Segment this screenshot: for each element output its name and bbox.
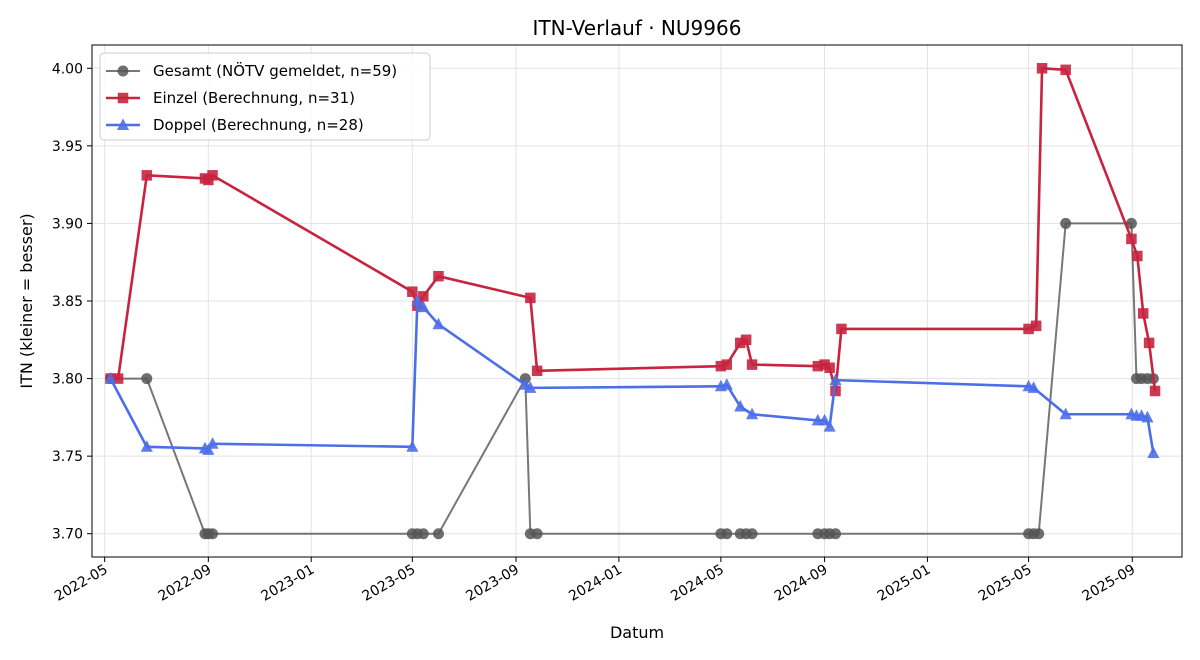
legend-label: Doppel (Berechnung, n=28)	[153, 116, 364, 134]
y-axis-title: ITN (kleiner = besser)	[17, 213, 36, 388]
x-tick-label: 2023-01	[259, 562, 318, 605]
data-point	[1147, 446, 1160, 458]
data-point	[417, 528, 429, 540]
data-point	[141, 373, 153, 385]
data-point	[721, 359, 733, 370]
data-point	[1023, 323, 1034, 335]
data-point	[406, 440, 419, 452]
data-point	[141, 170, 153, 181]
y-tick-label: 4.00	[52, 61, 83, 77]
series-0	[105, 217, 1159, 540]
data-point	[818, 413, 831, 426]
data-point	[525, 292, 536, 304]
data-point	[1143, 337, 1155, 349]
y-axis: 3.70 3.75 3.80 3.85 3.90 3.95 4.00	[52, 61, 92, 543]
data-point	[524, 381, 537, 393]
data-point	[432, 528, 444, 540]
data-point	[735, 337, 746, 349]
series-line	[109, 299, 1155, 454]
data-point	[531, 365, 543, 377]
data-point	[1059, 407, 1072, 420]
x-axis: 2022-05 2022-09 2023-01 2023-05 2023-09 2024-…	[52, 557, 1138, 605]
data-point	[433, 270, 444, 282]
legend-entry: Einzel (Berechnung, n=31)	[106, 89, 355, 107]
series-2	[104, 294, 1160, 458]
data-point	[824, 362, 835, 373]
x-tick-label: 2025-01	[875, 562, 934, 605]
legend-label: Einzel (Berechnung, n=31)	[153, 89, 355, 107]
data-point	[407, 286, 418, 297]
data-point	[207, 528, 219, 540]
chart-title: ITN-Verlauf · NU9966	[533, 16, 742, 40]
x-tick-label: 2025-09	[1080, 562, 1139, 605]
series-layer	[104, 63, 1161, 540]
y-tick-label: 3.95	[52, 139, 83, 155]
data-point	[202, 443, 215, 455]
data-point	[411, 294, 424, 306]
data-point	[104, 371, 117, 384]
data-point	[1132, 250, 1143, 262]
data-point	[1030, 320, 1042, 332]
legend-box	[99, 52, 431, 141]
data-point	[418, 291, 429, 302]
data-point	[1060, 64, 1071, 76]
data-point	[1033, 528, 1045, 540]
data-point	[112, 373, 124, 384]
data-point	[830, 385, 841, 397]
legend-label: Gesamt (NÖTV gemeldet, n=59)	[153, 61, 397, 80]
y-tick-label: 3.90	[52, 216, 83, 232]
data-point	[830, 528, 842, 540]
x-axis-title: Datum	[610, 623, 664, 642]
legend: Gesamt (NÖTV gemeldet, n=59) Einzel (Bere…	[99, 52, 431, 141]
legend-entry: Doppel (Berechnung, n=28)	[106, 116, 364, 134]
data-point	[1060, 217, 1072, 229]
x-tick-label: 2024-09	[772, 562, 831, 605]
data-point	[746, 359, 758, 370]
data-point	[206, 437, 219, 449]
data-point	[140, 440, 153, 452]
data-point	[1141, 410, 1154, 423]
data-point	[531, 528, 543, 540]
legend-marker	[116, 118, 130, 130]
data-point	[1149, 385, 1161, 397]
x-tick-label: 2022-09	[156, 562, 215, 605]
data-point	[812, 360, 824, 372]
data-point	[1125, 217, 1137, 229]
data-point	[720, 378, 733, 390]
data-point	[417, 300, 430, 313]
data-point	[823, 420, 836, 432]
data-point	[1036, 63, 1048, 74]
data-point	[740, 334, 752, 346]
x-tick-label: 2023-05	[360, 562, 419, 605]
legend-marker	[117, 92, 129, 104]
x-tick-label: 2025-05	[976, 562, 1035, 605]
y-tick-label: 3.75	[52, 449, 83, 465]
x-tick-label: 2024-01	[566, 562, 625, 605]
data-point	[432, 317, 445, 330]
data-point	[1126, 233, 1137, 245]
x-tick-label: 2024-05	[668, 562, 727, 605]
y-tick-label: 3.70	[52, 527, 83, 543]
x-tick-label: 2023-09	[463, 562, 522, 605]
data-point	[721, 528, 733, 540]
data-point	[715, 360, 727, 372]
data-point	[836, 323, 847, 335]
data-point	[829, 373, 842, 386]
data-point	[207, 170, 218, 181]
y-tick-label: 3.80	[52, 372, 83, 388]
y-tick-label: 3.85	[52, 294, 83, 310]
x-tick-label: 2022-05	[52, 562, 111, 605]
data-point	[1137, 308, 1149, 319]
legend-entry: Gesamt (NÖTV gemeldet, n=59)	[106, 61, 397, 80]
data-point	[746, 407, 759, 420]
data-point	[1027, 381, 1040, 393]
data-point	[734, 399, 747, 412]
data-point	[746, 528, 758, 540]
legend-marker	[117, 65, 129, 77]
